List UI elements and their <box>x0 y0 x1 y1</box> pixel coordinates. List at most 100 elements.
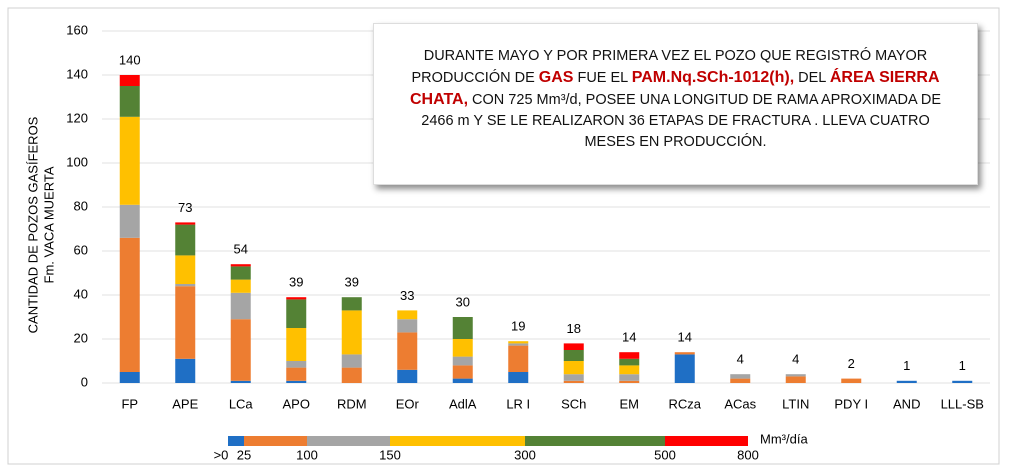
bar-segment <box>785 376 806 383</box>
bar-segment <box>397 319 418 333</box>
total-label: 30 <box>456 294 470 309</box>
bar-segment <box>175 286 196 359</box>
y-axis-label: CANTIDAD DE POZOS GASÍFEROS <box>25 116 40 333</box>
x-tick-label: LLL-SB <box>941 396 984 411</box>
annotation-text: GAS <box>538 69 574 86</box>
legend-tick-label: 100 <box>296 447 318 462</box>
bar-segment <box>286 299 307 328</box>
bar-segment <box>619 365 640 375</box>
legend-swatch <box>390 436 525 446</box>
bar-segment <box>508 345 529 372</box>
bar-segment <box>730 378 751 383</box>
annotation-text: PAM.Nq.SCh-1012(h), <box>631 69 795 86</box>
total-label: 39 <box>289 275 303 290</box>
x-tick-label: ACas <box>724 396 756 411</box>
bar-segment <box>619 358 640 366</box>
bar-segment <box>674 352 695 355</box>
bar-segment <box>452 365 473 379</box>
bar-segment <box>286 297 307 300</box>
bar-segment <box>119 204 140 238</box>
bar-segment <box>952 380 973 383</box>
y-tick-label: 0 <box>81 374 88 389</box>
bar-segment <box>119 116 140 205</box>
bar-segment <box>452 317 473 339</box>
total-label: 18 <box>567 321 581 336</box>
x-tick-label: LTIN <box>782 396 809 411</box>
total-label: 140 <box>119 52 141 67</box>
x-tick-label: APO <box>283 396 310 411</box>
bar-segment <box>341 297 362 311</box>
total-label: 54 <box>234 242 248 257</box>
legend-unit: Mm³/día <box>760 431 808 446</box>
bar-segment <box>119 75 140 86</box>
bar-segment <box>341 354 362 368</box>
bar-segment <box>896 380 917 383</box>
total-label: 4 <box>792 352 799 367</box>
total-label: 33 <box>400 288 414 303</box>
bar-segment <box>175 284 196 287</box>
bar-segment <box>841 378 862 383</box>
legend-tick-label: 300 <box>514 447 536 462</box>
y-tick-label: 80 <box>74 198 88 213</box>
bar-segment <box>230 266 251 280</box>
x-tick-label: AND <box>893 396 920 411</box>
legend-swatch <box>228 436 244 446</box>
x-tick-label: RDM <box>337 396 367 411</box>
legend-tick-label: 150 <box>379 447 401 462</box>
bar-segment <box>286 328 307 361</box>
legend-tick-label: 25 <box>237 447 251 462</box>
y-tick-label: 20 <box>74 330 88 345</box>
bar-segment <box>119 372 140 383</box>
bar-segment <box>674 354 695 383</box>
bar-segment <box>119 86 140 117</box>
total-label: 14 <box>678 330 692 345</box>
legend-tick-label: 500 <box>654 447 676 462</box>
annotation-text: ÁREA SIERRA CHATA, <box>409 69 940 108</box>
bar-segment <box>563 361 584 375</box>
y-tick-label: 100 <box>66 154 88 169</box>
x-tick-label: SCh <box>561 396 586 411</box>
annotation-text: DURANTE MAYO Y POR PRIMERA VEZ EL POZO Q… <box>411 48 928 86</box>
x-tick-label: LCa <box>229 396 254 411</box>
bar-segment <box>785 374 806 377</box>
total-label: 1 <box>959 358 966 373</box>
legend-swatch <box>307 436 390 446</box>
annotation-text: CON 725 Mm³/d, POSEE UNA LONGITUD DE RAM… <box>421 92 942 150</box>
bar-segment <box>175 222 196 225</box>
bar-segment <box>619 374 640 381</box>
bar-segment <box>230 264 251 267</box>
y-tick-label: 120 <box>66 110 88 125</box>
bar-segment <box>508 341 529 344</box>
x-tick-label: RCza <box>668 396 701 411</box>
total-label: 2 <box>848 356 855 371</box>
bar-segment <box>508 343 529 346</box>
annotation-text: FUE EL <box>573 70 632 86</box>
legend-swatch <box>525 436 665 446</box>
legend-tick-label: 800 <box>737 447 759 462</box>
total-label: 39 <box>345 275 359 290</box>
bar-segment <box>175 255 196 284</box>
x-tick-label: PDY I <box>834 396 868 411</box>
x-tick-label: EOr <box>396 396 420 411</box>
x-tick-label: FP <box>121 396 138 411</box>
bar-segment <box>230 292 251 320</box>
y-tick-label: 40 <box>74 286 88 301</box>
bar-segment <box>119 237 140 372</box>
bar-segment <box>397 369 418 383</box>
bar-segment <box>563 380 584 383</box>
bar-segment <box>563 343 584 350</box>
total-label: 14 <box>622 330 636 345</box>
bar-segment <box>619 352 640 359</box>
bar-segment <box>452 378 473 383</box>
total-label: 4 <box>737 352 744 367</box>
bar-segment <box>397 310 418 320</box>
bar-segment <box>341 367 362 383</box>
y-axis-label: Fm. VACA MUERTA <box>41 166 56 283</box>
y-tick-label: 60 <box>74 242 88 257</box>
bar-segment <box>452 356 473 366</box>
annotation-box: DURANTE MAYO Y POR PRIMERA VEZ EL POZO Q… <box>373 23 978 185</box>
bar-segment <box>730 374 751 379</box>
bar-segment <box>230 380 251 383</box>
bar-segment <box>286 380 307 383</box>
bar-segment <box>397 332 418 370</box>
